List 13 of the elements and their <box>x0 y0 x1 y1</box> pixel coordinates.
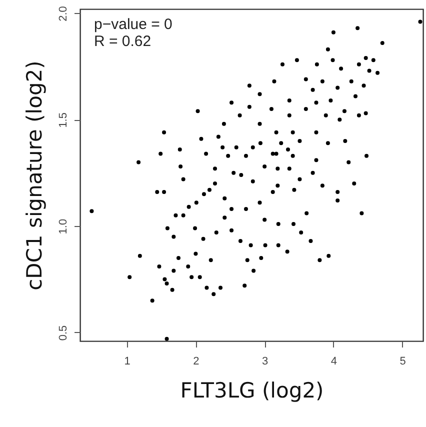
x-tick-label: 5 <box>400 356 406 368</box>
y-tick-label: 1.5 <box>58 112 70 128</box>
y-tick-label: 2.0 <box>58 6 70 22</box>
x-tick-label: 2 <box>193 356 200 368</box>
x-tick-label: 3 <box>262 356 268 368</box>
y-tick-label: 1.0 <box>58 218 70 234</box>
x-axis-title: FLT3LG (log2) <box>180 378 324 402</box>
y-tick-label: 0.5 <box>58 325 70 341</box>
y-axis-title: cDC1 signature (log2) <box>22 60 46 290</box>
x-tick-label: 4 <box>330 356 338 368</box>
annotation: p−value = 0 <box>94 16 172 33</box>
x-tick-label: 1 <box>124 356 130 368</box>
annotation: R = 0.62 <box>94 33 152 50</box>
